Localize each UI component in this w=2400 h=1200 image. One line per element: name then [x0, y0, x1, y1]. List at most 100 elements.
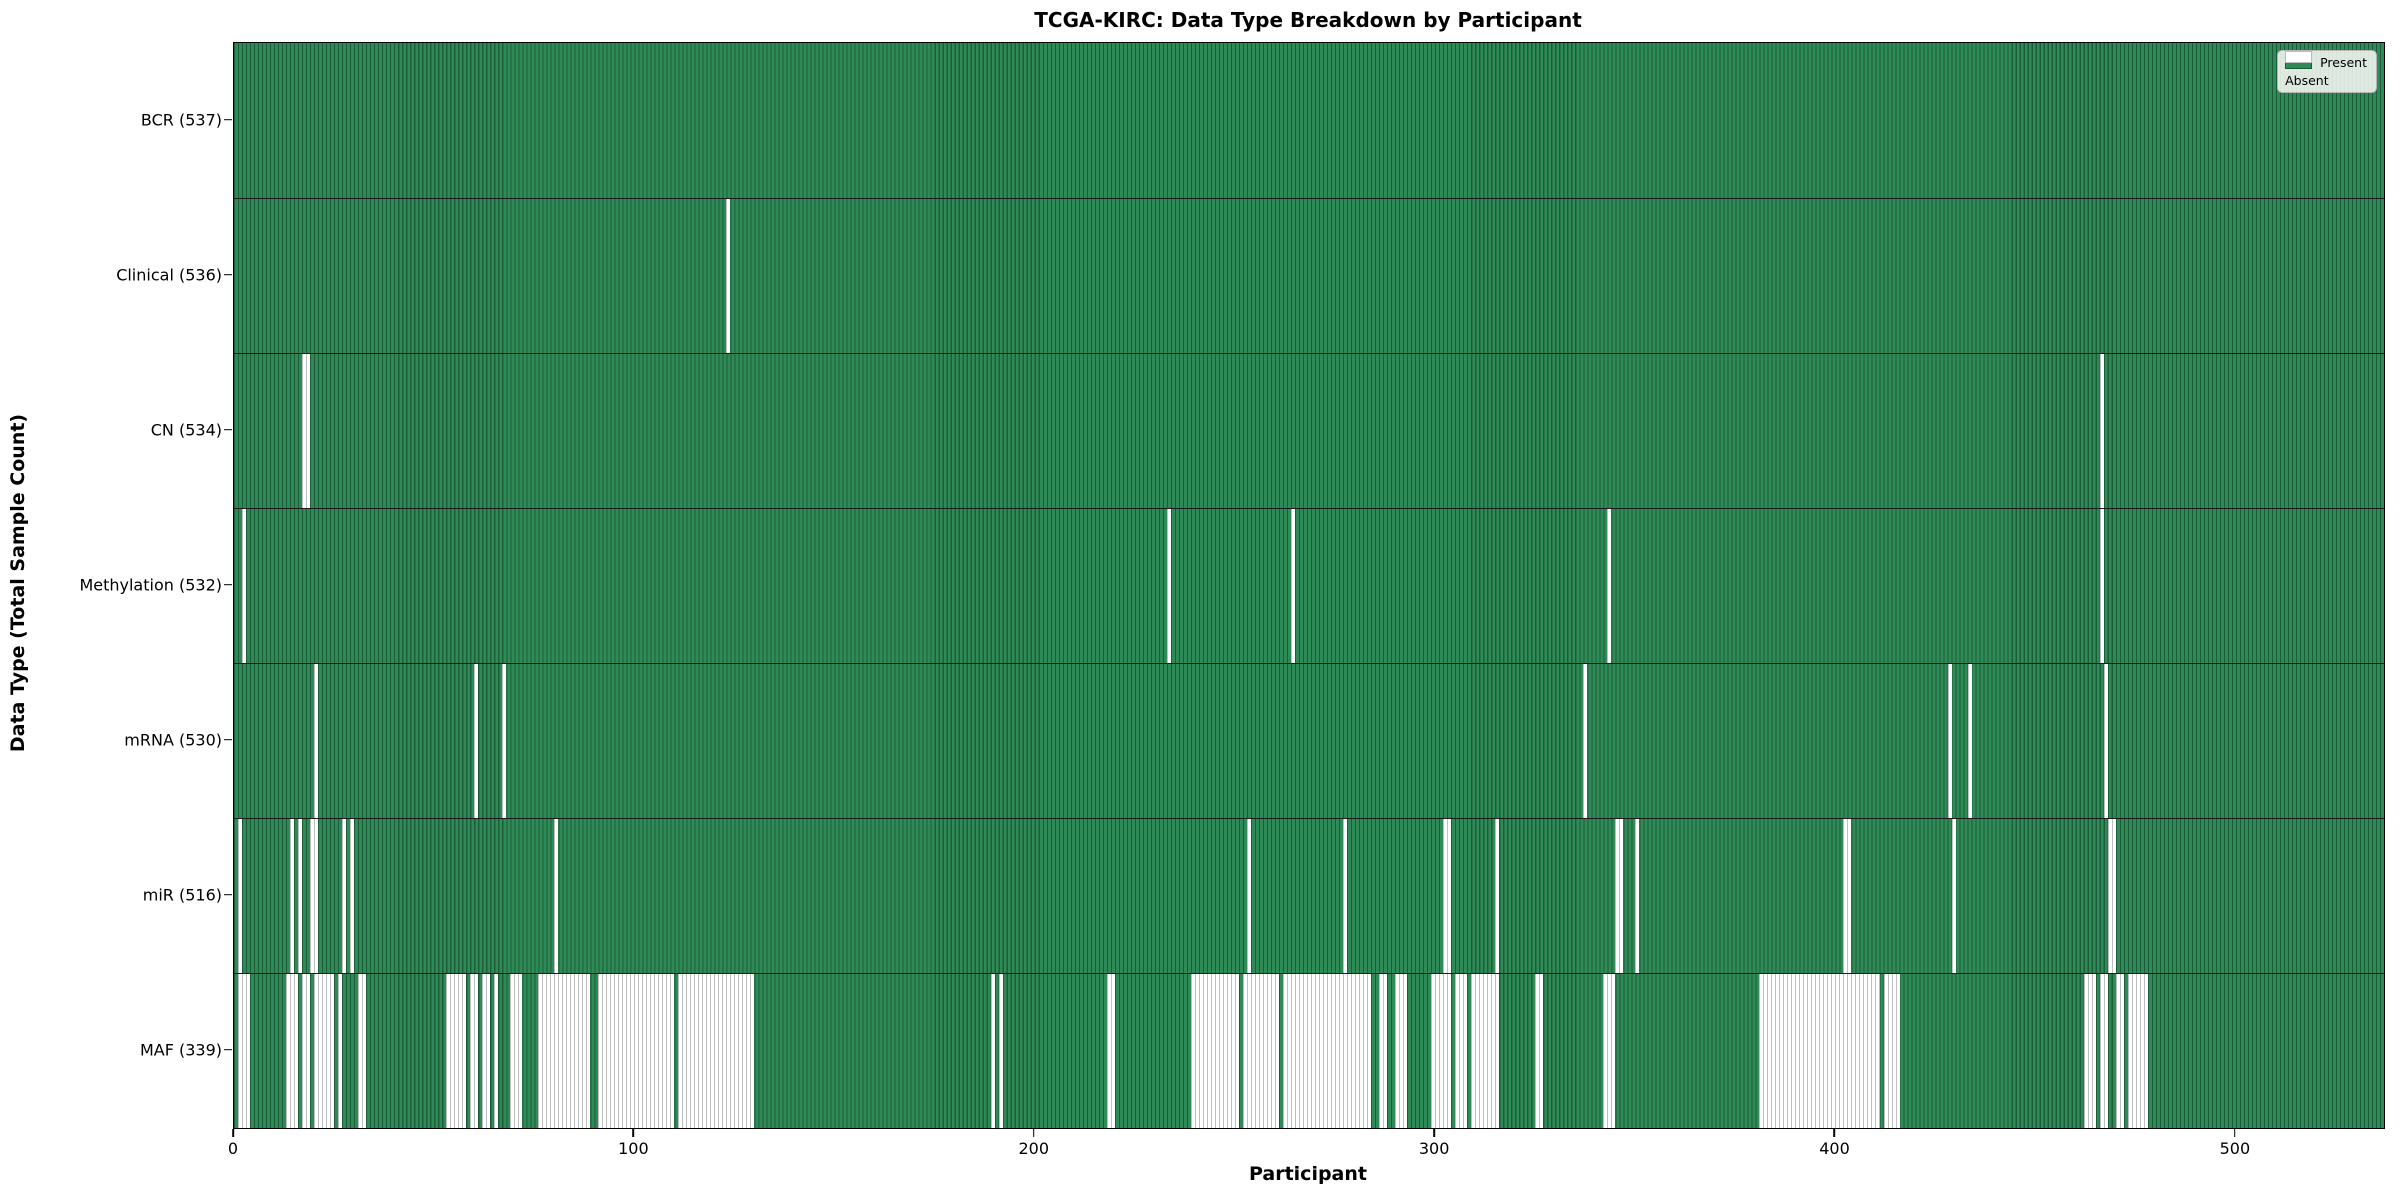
absent-bar: [2083, 973, 2096, 1128]
absent-bar: [678, 973, 755, 1128]
figure-title: TCGA-KIRC: Data Type Breakdown by Partic…: [1034, 8, 1582, 32]
absent-bar: [2099, 973, 2108, 1128]
data-row-cn: [234, 353, 2384, 508]
y-tick-mark: [224, 738, 232, 741]
absent-bar: [1967, 663, 1972, 818]
legend-label-present: Present: [2320, 55, 2367, 70]
row-divider: [234, 353, 2384, 355]
absent-bar: [1471, 973, 1500, 1128]
data-row-bcr: [234, 43, 2384, 198]
x-axis-label: Participant: [1248, 1163, 1367, 1185]
absent-bar: [2099, 353, 2104, 508]
absent-bar: [554, 818, 559, 973]
row-divider: [234, 818, 2384, 820]
absent-bar: [598, 973, 675, 1128]
absent-bar: [482, 973, 491, 1128]
y-tick-mark: [224, 893, 232, 896]
plot-area: Present Absent: [233, 42, 2385, 1129]
absent-bar: [242, 508, 246, 663]
y-tick-label: Clinical (536): [116, 265, 222, 284]
x-tick-label: 300: [1418, 1139, 1450, 1158]
absent-bar: [2099, 508, 2104, 663]
absent-bar: [1431, 973, 1452, 1128]
legend-swatch-absent-icon: [2285, 51, 2313, 63]
row-divider: [234, 508, 2384, 510]
absent-bar: [990, 973, 995, 1128]
absent-bar: [314, 663, 319, 818]
absent-bar: [302, 973, 311, 1128]
absent-bar: [1290, 508, 1295, 663]
y-tick-label: BCR (537): [140, 110, 222, 129]
absent-bar: [1166, 508, 1171, 663]
absent-bar: [474, 663, 479, 818]
absent-bar: [1395, 973, 1408, 1128]
absent-bar: [1106, 973, 1115, 1128]
absent-bar: [1246, 818, 1251, 973]
row-divider: [234, 663, 2384, 665]
data-row-mir: [234, 818, 2384, 973]
x-tick-mark: [1433, 1129, 1435, 1137]
x-tick-mark: [232, 1129, 234, 1137]
legend-item-absent: Absent: [2285, 51, 2367, 88]
absent-bar: [338, 973, 343, 1128]
absent-bar: [446, 973, 467, 1128]
absent-bar: [470, 973, 479, 1128]
absent-bar: [238, 818, 242, 973]
absent-bar: [310, 818, 319, 973]
x-tick-label: 0: [227, 1139, 239, 1158]
y-tick-mark: [224, 428, 232, 431]
absent-bar: [1190, 973, 1239, 1128]
x-tick-label: 400: [1819, 1139, 1850, 1158]
row-divider: [234, 198, 2384, 200]
absent-bar: [238, 973, 250, 1128]
data-row-mrna: [234, 663, 2384, 818]
x-tick-mark: [632, 1129, 635, 1137]
absent-bar: [538, 973, 591, 1128]
absent-bar: [1635, 818, 1640, 973]
row-divider: [234, 973, 2384, 975]
absent-bar: [286, 973, 299, 1128]
absent-bar: [502, 663, 507, 818]
absent-bar: [1443, 818, 1452, 973]
absent-bar: [1607, 508, 1612, 663]
y-tick-mark: [224, 1048, 232, 1051]
absent-bar: [298, 818, 303, 973]
absent-bar: [1495, 818, 1500, 973]
data-row-methylation: [234, 508, 2384, 663]
absent-bar: [1615, 818, 1624, 973]
absent-bar: [290, 818, 295, 973]
absent-bar: [2107, 818, 2116, 973]
absent-bar: [494, 973, 499, 1128]
absent-bar: [350, 818, 355, 973]
x-tick-mark: [2234, 1129, 2236, 1137]
x-tick-label: 200: [1018, 1139, 1050, 1158]
x-tick-mark: [1032, 1129, 1035, 1137]
absent-bar: [2115, 973, 2124, 1128]
data-row-maf: [234, 973, 2384, 1128]
x-tick-label: 500: [2219, 1139, 2251, 1158]
y-tick-mark: [224, 273, 232, 276]
absent-bar: [1343, 818, 1348, 973]
y-tick-label: MAF (339): [139, 1040, 222, 1059]
y-tick-mark: [224, 583, 232, 586]
y-tick-label: mRNA (530): [124, 730, 222, 749]
x-tick-label: 100: [618, 1139, 649, 1158]
y-tick-label: CN (534): [150, 420, 222, 439]
legend-label-absent: Absent: [2285, 73, 2329, 88]
absent-bar: [1379, 973, 1388, 1128]
absent-bar: [358, 973, 367, 1128]
absent-bar: [1947, 663, 1952, 818]
absent-bar: [1535, 973, 1544, 1128]
data-row-clinical: [234, 198, 2384, 353]
absent-bar: [1883, 973, 1900, 1128]
x-tick-mark: [1833, 1129, 1836, 1137]
absent-bar: [1583, 663, 1588, 818]
y-tick-mark: [224, 118, 232, 121]
absent-bar: [1603, 973, 1616, 1128]
absent-bar: [1843, 818, 1852, 973]
legend: Present Absent: [2277, 50, 2377, 93]
absent-bar: [1951, 818, 1956, 973]
absent-bar: [342, 818, 347, 973]
absent-bar: [2103, 663, 2108, 818]
